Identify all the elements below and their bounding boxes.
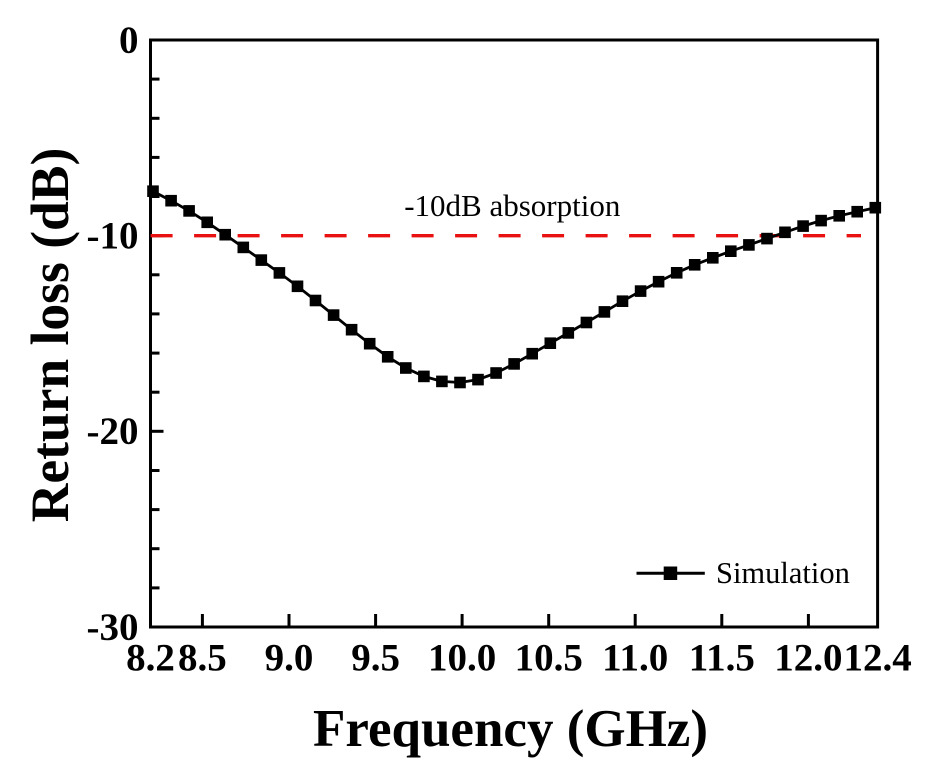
svg-text:Return loss (dB): Return loss (dB) (20, 148, 80, 523)
svg-text:12.0: 12.0 (774, 636, 842, 679)
svg-text:9.0: 9.0 (265, 636, 314, 679)
svg-text:10.5: 10.5 (515, 636, 583, 679)
svg-text:8.2: 8.2 (126, 636, 175, 679)
svg-text:-10: -10 (87, 215, 139, 258)
svg-text:0: 0 (119, 19, 139, 62)
svg-text:11.0: 11.0 (602, 636, 668, 679)
svg-text:-30: -30 (87, 606, 139, 649)
svg-text:11.5: 11.5 (689, 636, 755, 679)
svg-text:10.0: 10.0 (428, 636, 496, 679)
svg-text:12.4: 12.4 (843, 636, 911, 679)
svg-text:8.5: 8.5 (178, 636, 227, 679)
svg-text:9.5: 9.5 (351, 636, 400, 679)
svg-text:-20: -20 (87, 410, 139, 453)
svg-text:-10dB absorption: -10dB absorption (404, 188, 621, 223)
svg-text:Frequency (GHz): Frequency (GHz) (313, 700, 708, 758)
svg-text:Simulation: Simulation (716, 556, 850, 590)
